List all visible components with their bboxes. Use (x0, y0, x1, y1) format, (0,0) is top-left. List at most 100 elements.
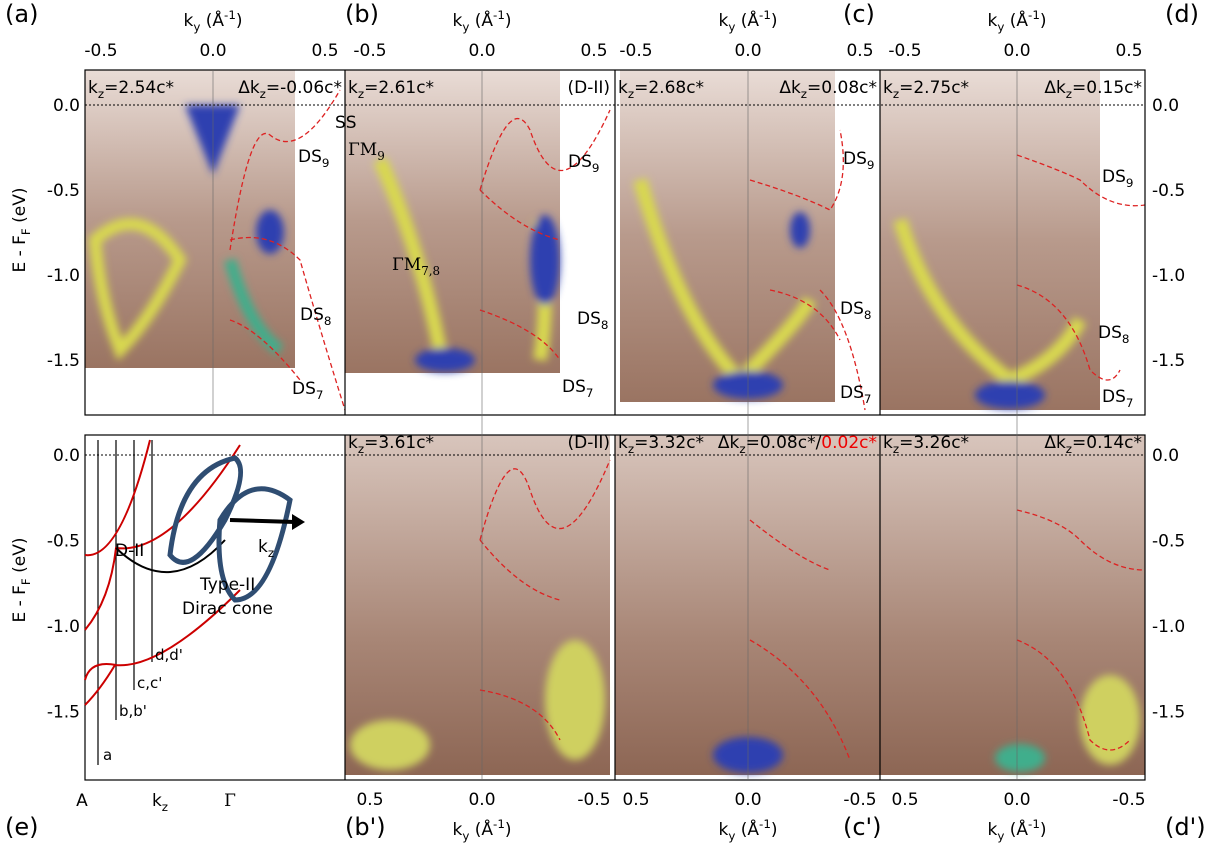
text-part: 0.0 (1003, 790, 1030, 810)
text-part: k (452, 11, 462, 31)
ky-axis-title: ky (Å-1) (718, 817, 777, 843)
text-part: -0.5 (1152, 532, 1185, 552)
text-part: 8 (324, 314, 332, 328)
y-tick-label: -1.0 (47, 617, 80, 637)
text-part: -1.5 (47, 351, 80, 371)
y-tick-label: -0.5 (1152, 532, 1185, 552)
y-tick-label: 0.0 (53, 96, 80, 116)
text-part: z (358, 87, 364, 101)
axes (84, 69, 1146, 781)
annotation: Dirac cone (182, 599, 273, 619)
band-label: ΓM9 (348, 140, 385, 163)
band-label: DS8 (840, 299, 871, 322)
text-part: -1 (493, 8, 505, 22)
text-part: 9 (592, 161, 600, 175)
panel-label: (c) (843, 0, 875, 28)
text-part: =3.32c* (634, 433, 704, 453)
x-tick-label: 0.5 (622, 790, 649, 810)
x-tick-label: 0.5 (1115, 41, 1142, 61)
x-tick-label: -0.5 (843, 790, 876, 810)
x-tick-label: 0.0 (468, 41, 495, 61)
text-part: DS (840, 383, 864, 403)
text-part: (c) (843, 0, 875, 28)
text-part: =-0.06c* (266, 78, 342, 98)
text-part: =0.08c*/ (746, 433, 822, 453)
text-part: -1.0 (47, 266, 80, 286)
band-label: DS9 (1102, 167, 1133, 190)
text-part: c,c' (137, 674, 162, 692)
text-part: 0.5 (356, 790, 383, 810)
kz-label: kz=2.61c* (348, 78, 434, 101)
y-tick-label: -0.5 (1152, 181, 1185, 201)
text-part: z (628, 87, 634, 101)
text-part: k (987, 11, 997, 31)
text-part: k (88, 78, 98, 98)
text-part: -1 (493, 817, 505, 831)
band-label: DS9 (568, 152, 599, 175)
text-part: z (893, 87, 899, 101)
text-part: 0.5 (1115, 41, 1142, 61)
ky-axis-title: ky (Å-1) (987, 8, 1046, 34)
y-tick-label: -1.5 (47, 703, 80, 723)
text-part: -0.5 (47, 532, 80, 552)
text-part: -0.5 (577, 790, 610, 810)
kz-label: kz=2.75c* (883, 78, 969, 101)
text-part: Δk (779, 78, 801, 98)
text-part: 0.0 (53, 446, 80, 466)
kz-label: kz=2.68c* (618, 78, 704, 101)
x-label: kz (152, 791, 168, 814)
text-part: =0.14c* (1072, 433, 1142, 453)
text-part: F (19, 228, 33, 235)
x-tick-label: -0.5 (84, 41, 117, 61)
text-part: =3.61c* (364, 433, 434, 453)
annotation: kz (258, 537, 274, 560)
band-label: DS8 (577, 309, 608, 332)
text-part: DS (292, 379, 316, 399)
panel-label: (c') (843, 813, 882, 841)
text-part: b,b' (119, 702, 147, 720)
text-part: -1.0 (1152, 617, 1185, 637)
text-part: 0.0 (1003, 41, 1030, 61)
cut-label: c,c' (137, 674, 162, 692)
text-part: z (98, 87, 104, 101)
text-part: k (883, 433, 893, 453)
text-part: z (162, 800, 168, 814)
text-part: 0.5 (846, 41, 873, 61)
text-part: k (348, 433, 358, 453)
text-part: (Å (735, 9, 759, 31)
text-part: F (19, 578, 33, 585)
text-part: E - F (10, 235, 30, 272)
text-part: 9 (322, 156, 330, 170)
text-part: DS (843, 149, 867, 169)
text-part: k (258, 537, 268, 557)
arpes-images (85, 70, 1145, 775)
text-part: 7 (316, 388, 324, 402)
text-part: -0.5 (47, 181, 80, 201)
text-part: ) (1040, 11, 1047, 31)
text-part: z (1066, 87, 1072, 101)
text-part: 7 (586, 386, 594, 400)
text-part: -1 (1028, 817, 1040, 831)
text-part: -1 (759, 817, 771, 831)
dkz-label: Δkz=0.08c* (779, 78, 877, 101)
text-part: 0.5 (311, 41, 338, 61)
text-part: (Å (469, 818, 493, 840)
panel-e-diagram (84, 439, 305, 765)
text-part: DS (568, 152, 592, 172)
text-part: D-II (115, 541, 144, 561)
text-part: (Å (735, 818, 759, 840)
text-part: =2.61c* (364, 78, 434, 98)
text-part: z (268, 546, 274, 560)
text-part: 0.0 (734, 790, 761, 810)
text-part: Δk (238, 78, 260, 98)
text-part: a (103, 746, 112, 764)
text-part: y (462, 829, 469, 843)
text-part: k (987, 820, 997, 840)
text-part: (Å (469, 9, 493, 31)
text-part: z (739, 442, 745, 456)
text-part: Δk (1044, 433, 1066, 453)
text-part: (eV) (10, 537, 30, 578)
y-tick-label: -1.5 (47, 351, 80, 371)
text-part: k (348, 78, 358, 98)
text-part: (Å (1004, 818, 1028, 840)
